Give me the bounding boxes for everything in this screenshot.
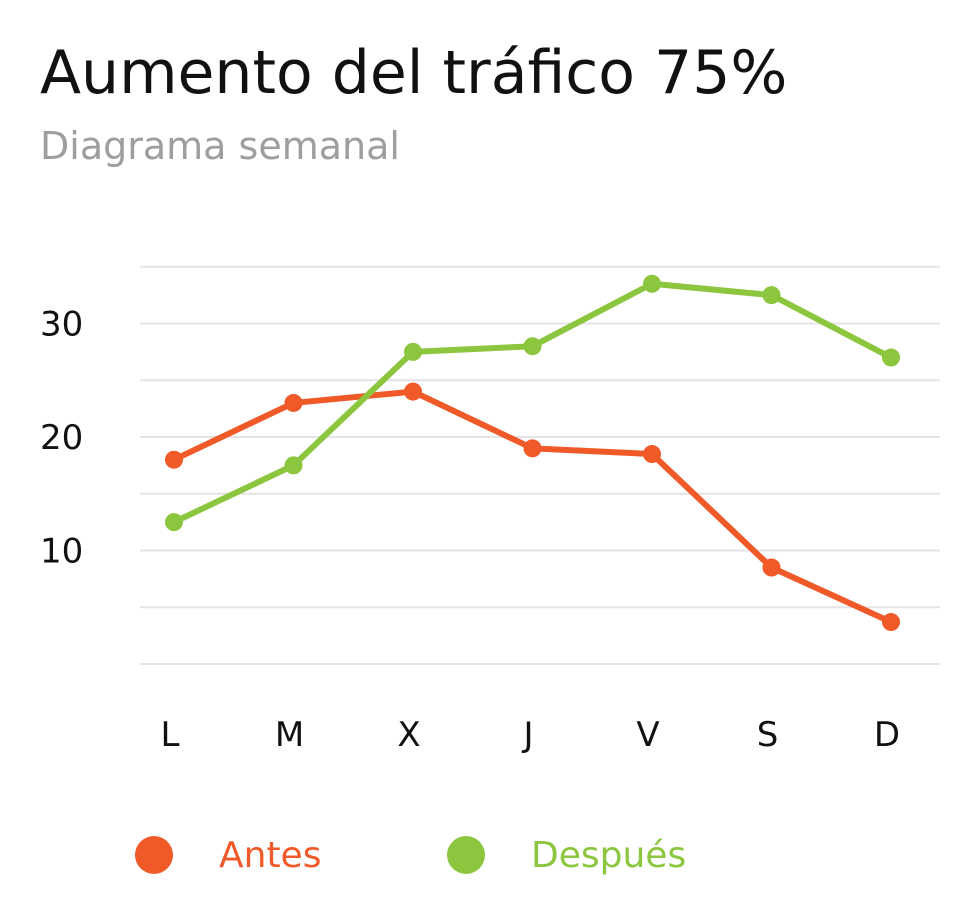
- x-tick-label: V: [636, 715, 659, 755]
- data-point-antes: [404, 382, 422, 401]
- legend-item-despues: Después: [447, 828, 686, 882]
- data-point-despues: [762, 286, 781, 305]
- legend-label-despues: Después: [531, 834, 687, 876]
- y-tick-label: 30: [40, 305, 83, 345]
- data-point-antes: [882, 613, 900, 632]
- x-tick-label: D: [874, 715, 900, 755]
- series-line-antes: [171, 388, 894, 626]
- data-point-despues: [165, 513, 183, 532]
- chart-title: Aumento del tráfico 75%: [40, 38, 788, 108]
- data-point-antes: [284, 393, 303, 412]
- x-tick-label: J: [521, 715, 533, 755]
- series-layer: [165, 274, 900, 632]
- grid-lines: [140, 265, 940, 665]
- x-tick-label: S: [757, 715, 779, 755]
- data-point-despues: [523, 337, 542, 356]
- data-point-antes: [643, 445, 661, 464]
- data-point-antes: [523, 439, 542, 458]
- legend-marker-despues: [447, 836, 485, 874]
- data-point-despues: [284, 456, 303, 475]
- x-tick-label: M: [275, 715, 304, 755]
- y-tick-label: 20: [40, 418, 83, 458]
- data-point-antes: [762, 558, 781, 577]
- data-point-despues: [643, 274, 661, 293]
- legend-marker-antes: [135, 836, 173, 874]
- data-point-despues: [404, 342, 422, 361]
- y-tick-label: 10: [40, 532, 83, 572]
- legend-item-antes: Antes: [135, 828, 321, 882]
- series-line-despues: [171, 280, 894, 526]
- data-point-despues: [882, 348, 900, 367]
- x-tick-label: X: [397, 715, 420, 755]
- chart-subtitle: Diagrama semanal: [40, 124, 400, 168]
- legend-label-antes: Antes: [219, 834, 322, 876]
- y-axis-ticks: 10 20 30: [40, 305, 83, 572]
- x-tick-label: L: [161, 715, 180, 755]
- data-point-antes: [165, 450, 183, 469]
